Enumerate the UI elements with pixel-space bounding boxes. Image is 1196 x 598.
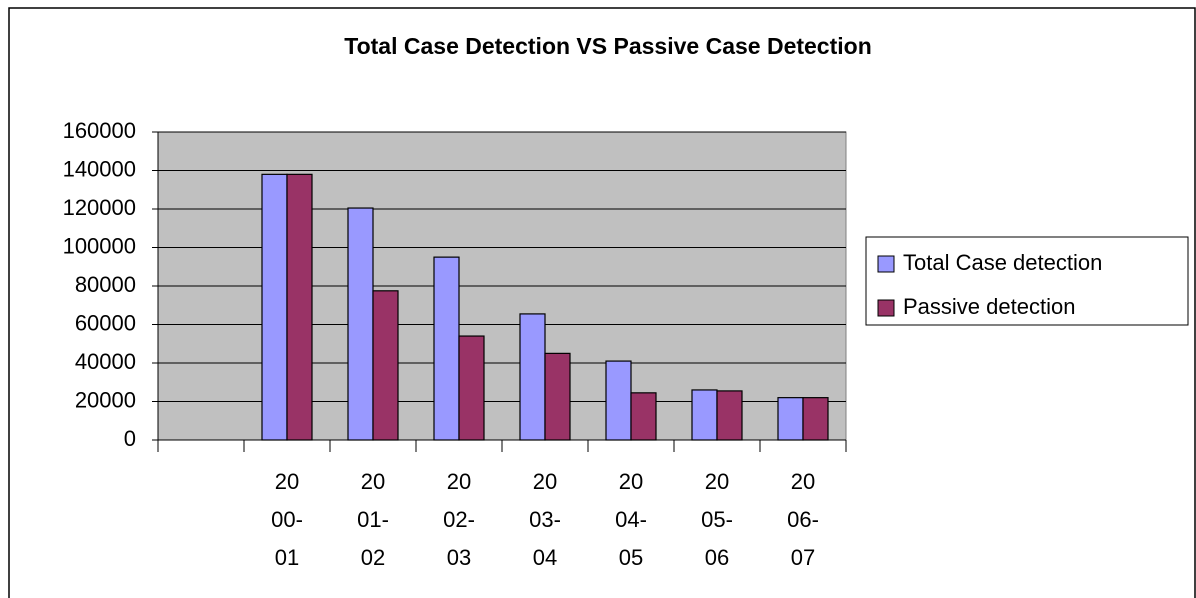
legend-swatch — [877, 299, 895, 317]
y-tick-label: 80000 — [75, 272, 136, 297]
bar — [372, 290, 399, 441]
bar — [544, 352, 571, 441]
bar — [605, 360, 632, 441]
x-tick-label: 20 06-07 — [787, 469, 819, 570]
y-tick-label: 160000 — [63, 118, 136, 143]
bar — [802, 397, 829, 441]
bar — [691, 389, 718, 441]
bar — [630, 392, 657, 441]
bar — [261, 173, 288, 441]
y-tick-label: 20000 — [75, 387, 136, 412]
bar — [458, 335, 485, 441]
x-tick-label: 20 03-04 — [529, 469, 561, 570]
bar — [347, 207, 374, 441]
x-tick-label: 20 04-05 — [615, 469, 647, 570]
y-tick-label: 0 — [124, 426, 136, 451]
chart-title: Total Case Detection VS Passive Case Det… — [344, 33, 872, 59]
legend-label: Total Case detection — [903, 250, 1102, 275]
x-tick-label: 20 05-06 — [701, 469, 733, 570]
y-tick-label: 140000 — [63, 156, 136, 181]
bar — [519, 313, 546, 441]
legend-box — [865, 236, 1189, 326]
y-tick-label: 100000 — [63, 233, 136, 258]
bar — [433, 256, 460, 441]
bar — [777, 397, 804, 441]
x-tick-label: 20 00-01 — [271, 469, 303, 570]
bar — [286, 173, 313, 441]
y-tick-label: 60000 — [75, 310, 136, 335]
bar — [716, 390, 743, 441]
x-tick-label: 20 02-03 — [443, 469, 475, 570]
y-tick-label: 120000 — [63, 195, 136, 220]
legend-swatch — [877, 255, 895, 273]
legend-label: Passive detection — [903, 294, 1075, 319]
x-tick-label: 20 01-02 — [357, 469, 389, 570]
y-tick-label: 40000 — [75, 349, 136, 374]
